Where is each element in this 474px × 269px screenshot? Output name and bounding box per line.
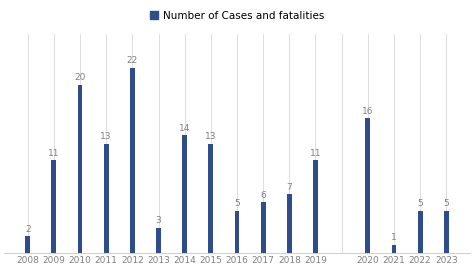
- Text: 13: 13: [100, 132, 112, 141]
- Bar: [130, 68, 135, 253]
- Bar: [156, 228, 161, 253]
- Text: 5: 5: [417, 199, 423, 208]
- Bar: [209, 143, 213, 253]
- Legend: Number of Cases and fatalities: Number of Cases and fatalities: [150, 11, 324, 21]
- Bar: [392, 245, 396, 253]
- Bar: [287, 194, 292, 253]
- Text: 5: 5: [444, 199, 449, 208]
- Bar: [182, 135, 187, 253]
- Text: 6: 6: [260, 191, 266, 200]
- Bar: [78, 84, 82, 253]
- Text: 16: 16: [362, 107, 374, 116]
- Text: 20: 20: [74, 73, 86, 82]
- Bar: [313, 160, 318, 253]
- Bar: [235, 211, 239, 253]
- Text: 5: 5: [234, 199, 240, 208]
- Text: 2: 2: [25, 225, 30, 234]
- Bar: [25, 236, 30, 253]
- Text: 3: 3: [155, 216, 161, 225]
- Text: 11: 11: [310, 149, 321, 158]
- Bar: [52, 160, 56, 253]
- Bar: [261, 203, 265, 253]
- Text: 22: 22: [127, 56, 138, 65]
- Text: 7: 7: [286, 183, 292, 192]
- Text: 1: 1: [391, 233, 397, 242]
- Bar: [444, 211, 449, 253]
- Text: 14: 14: [179, 123, 191, 133]
- Bar: [418, 211, 422, 253]
- Text: 11: 11: [48, 149, 60, 158]
- Bar: [365, 118, 370, 253]
- Bar: [104, 143, 109, 253]
- Text: 13: 13: [205, 132, 217, 141]
